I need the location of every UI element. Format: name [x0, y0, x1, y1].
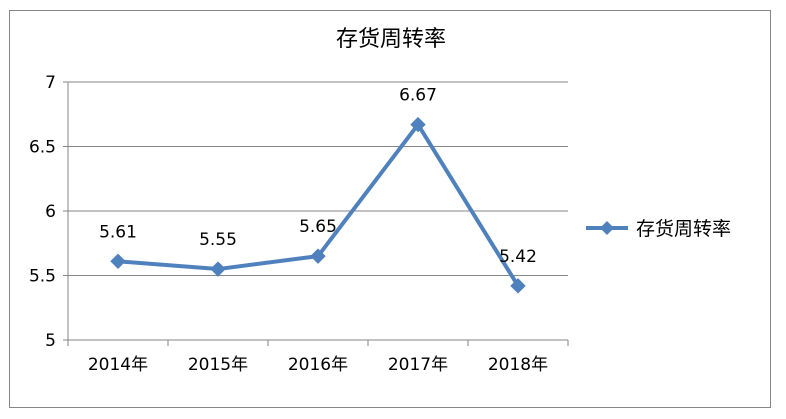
gridlines [68, 81, 568, 276]
data-label: 5.61 [99, 222, 137, 242]
data-labels: 5.61 5.55 5.65 6.67 5.42 [99, 86, 537, 267]
data-label: 5.42 [499, 247, 537, 267]
y-tick-label: 5 [45, 331, 56, 351]
legend: 存货周转率 [586, 218, 731, 240]
y-axis-tick-labels: 5 5.5 6 6.5 7 [29, 73, 56, 351]
legend-label: 存货周转率 [636, 218, 731, 240]
chart-title: 存货周转率 [336, 27, 446, 52]
data-point-marker [410, 116, 426, 133]
chart-frame [9, 10, 771, 408]
y-tick-label: 7 [45, 73, 56, 93]
data-label: 5.55 [199, 230, 237, 250]
y-tick-label: 6 [45, 202, 56, 222]
y-tick-label: 5.5 [29, 267, 56, 287]
x-tick-label: 2017年 [388, 355, 448, 375]
legend-marker [600, 221, 614, 235]
x-tick-label: 2018年 [488, 355, 548, 375]
axes [63, 81, 569, 346]
data-point-marker [510, 278, 526, 294]
x-tick-label: 2014年 [88, 355, 148, 375]
data-point-marker [310, 248, 326, 264]
series [110, 116, 526, 294]
data-label: 6.67 [399, 86, 437, 106]
x-tick-label: 2015年 [188, 355, 248, 375]
data-point-marker [210, 261, 226, 277]
y-tick-label: 6.5 [29, 138, 56, 158]
data-point-marker [110, 253, 126, 270]
x-tick-label: 2016年 [288, 355, 348, 375]
x-axis-tick-labels: 2014年 2015年 2016年 2017年 2018年 [88, 355, 548, 375]
data-label: 5.65 [299, 217, 337, 237]
